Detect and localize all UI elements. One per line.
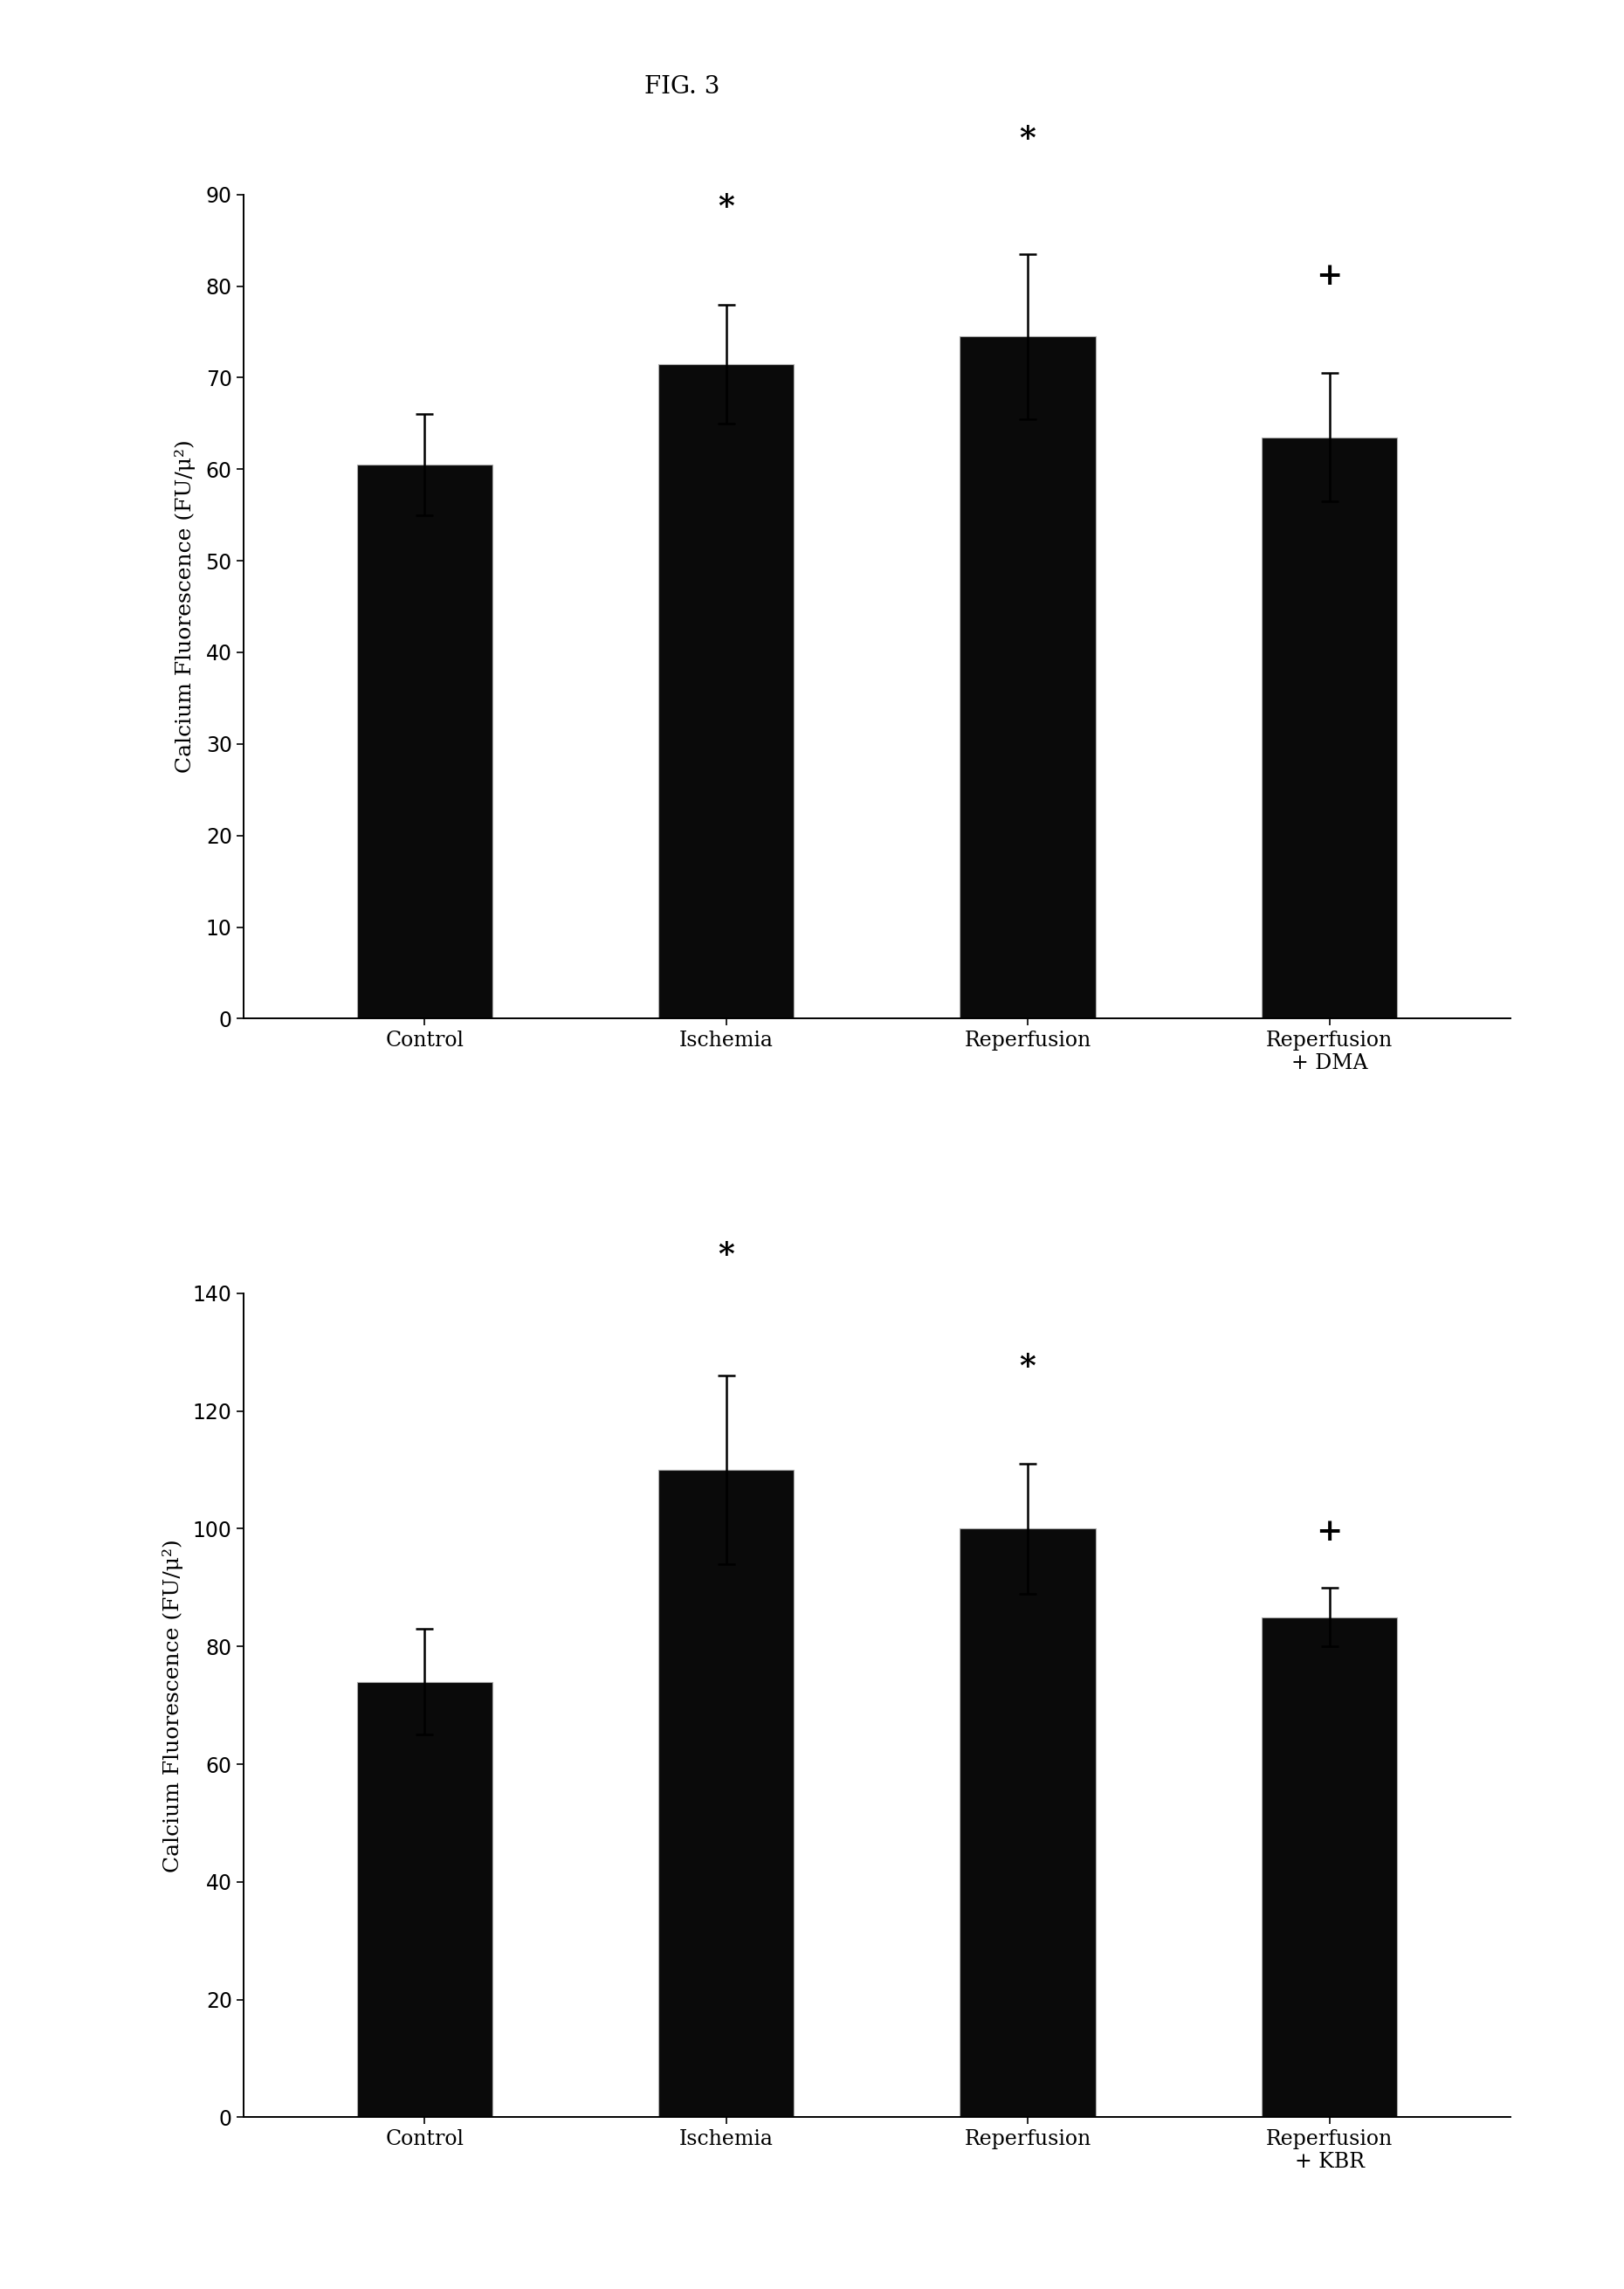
Text: *: * (718, 1241, 734, 1270)
Y-axis label: Calcium Fluorescence (FU/μ²): Calcium Fluorescence (FU/μ²) (162, 1538, 184, 1872)
Text: *: * (1020, 1353, 1036, 1383)
Text: FIG. 3: FIG. 3 (645, 76, 719, 98)
Text: +: + (1315, 261, 1343, 291)
Bar (357, 1682, 492, 2117)
Bar (960, 1529, 1096, 2117)
Text: +: + (1315, 1518, 1343, 1547)
Y-axis label: Calcium Fluorescence (FU/μ²): Calcium Fluorescence (FU/μ²) (175, 439, 197, 774)
Bar (658, 1470, 794, 2117)
Bar (1262, 1616, 1397, 2117)
Bar (357, 465, 492, 1019)
Bar (960, 336, 1096, 1019)
Bar (1262, 437, 1397, 1019)
Bar (658, 364, 794, 1019)
Text: *: * (718, 192, 734, 222)
Text: *: * (1020, 124, 1036, 153)
